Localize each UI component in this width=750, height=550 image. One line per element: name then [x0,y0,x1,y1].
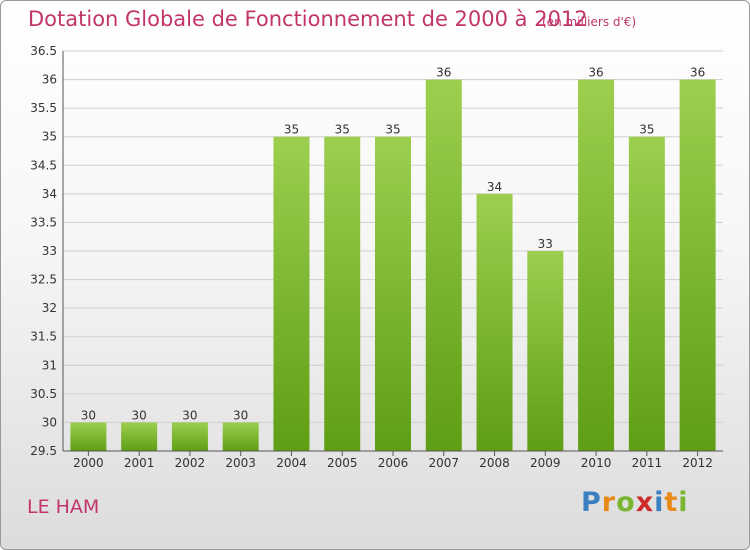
data-label: 36 [436,66,451,80]
x-tick-label: 2006 [378,456,409,470]
data-label: 34 [487,180,502,194]
commune-name: LE HAM [27,496,100,518]
data-labels: 30 30 30 30 35 35 35 36 34 33 36 35 36 [81,66,706,423]
proxiti-logo: Proxiti [581,487,689,518]
y-tick-label: 35.5 [30,101,57,115]
y-tick-label: 36.5 [30,44,57,58]
y-tick-label: 35 [42,130,57,144]
y-tick-labels: 29.5 30 30.5 31 31.5 32 32.5 33 33.5 34 34.5 35 35.5… [30,44,57,458]
x-tick-label: 2000 [73,456,104,470]
y-tick-label: 32 [42,301,57,315]
logo-letter: i [654,487,665,518]
y-tick-label: 30.5 [30,387,57,401]
bar [679,79,716,452]
bar [425,79,462,452]
x-tick-label: 2009 [530,456,561,470]
bar [375,136,411,451]
bar [70,422,107,451]
logo-letter: t [664,487,679,518]
data-label: 35 [284,123,299,137]
data-label: 35 [385,123,400,137]
x-tick-label: 2001 [124,456,155,470]
x-tick-label: 2011 [632,456,663,470]
y-tick-label: 31.5 [30,330,57,344]
chart-subtitle: (en milliers d'€) [542,15,637,29]
y-tick-label: 29.5 [30,444,57,458]
bar [578,79,615,452]
data-label: 35 [335,123,350,137]
data-label: 36 [690,66,705,80]
y-tick-label: 30 [42,415,57,429]
logo-letter: o [616,487,636,518]
x-tick-label: 2003 [225,456,256,470]
logo-letter: x [635,487,655,518]
chart-title: Dotation Globale de Fonctionnement de 20… [28,7,588,31]
data-label: 30 [81,408,96,422]
data-label: 30 [233,408,248,422]
logo-letter: r [601,487,617,518]
bar [121,422,158,451]
x-tick-label: 2010 [581,456,612,470]
data-label: 30 [182,408,197,422]
axes [62,51,723,456]
y-tick-label: 34.5 [30,158,57,172]
bar [324,136,361,451]
x-tick-label: 2002 [175,456,206,470]
y-tick-label: 36 [42,73,57,87]
bar [628,136,665,451]
x-tick-labels: 2000 2001 2002 2003 2004 2005 2006 2007 2008 2009… [73,456,713,470]
x-tick-label: 2012 [682,456,713,470]
logo-letter: P [581,487,602,518]
y-tick-label: 31 [42,358,57,372]
x-tick-label: 2005 [327,456,358,470]
y-tick-label: 33 [42,244,57,258]
x-tick-label: 2008 [479,456,510,470]
bars [70,79,716,452]
data-label: 36 [588,66,603,80]
bar [476,193,513,451]
bar [273,136,310,451]
bar [527,251,564,451]
y-tick-label: 34 [42,187,57,201]
data-label: 30 [132,408,147,422]
bar [171,422,208,451]
data-label: 35 [639,123,654,137]
y-tick-label: 33.5 [30,215,57,229]
logo-letter: i [678,487,689,518]
x-tick-label: 2004 [276,456,307,470]
data-label: 33 [538,237,553,251]
bar [222,422,259,451]
x-tick-label: 2007 [428,456,459,470]
y-tick-label: 32.5 [30,273,57,287]
